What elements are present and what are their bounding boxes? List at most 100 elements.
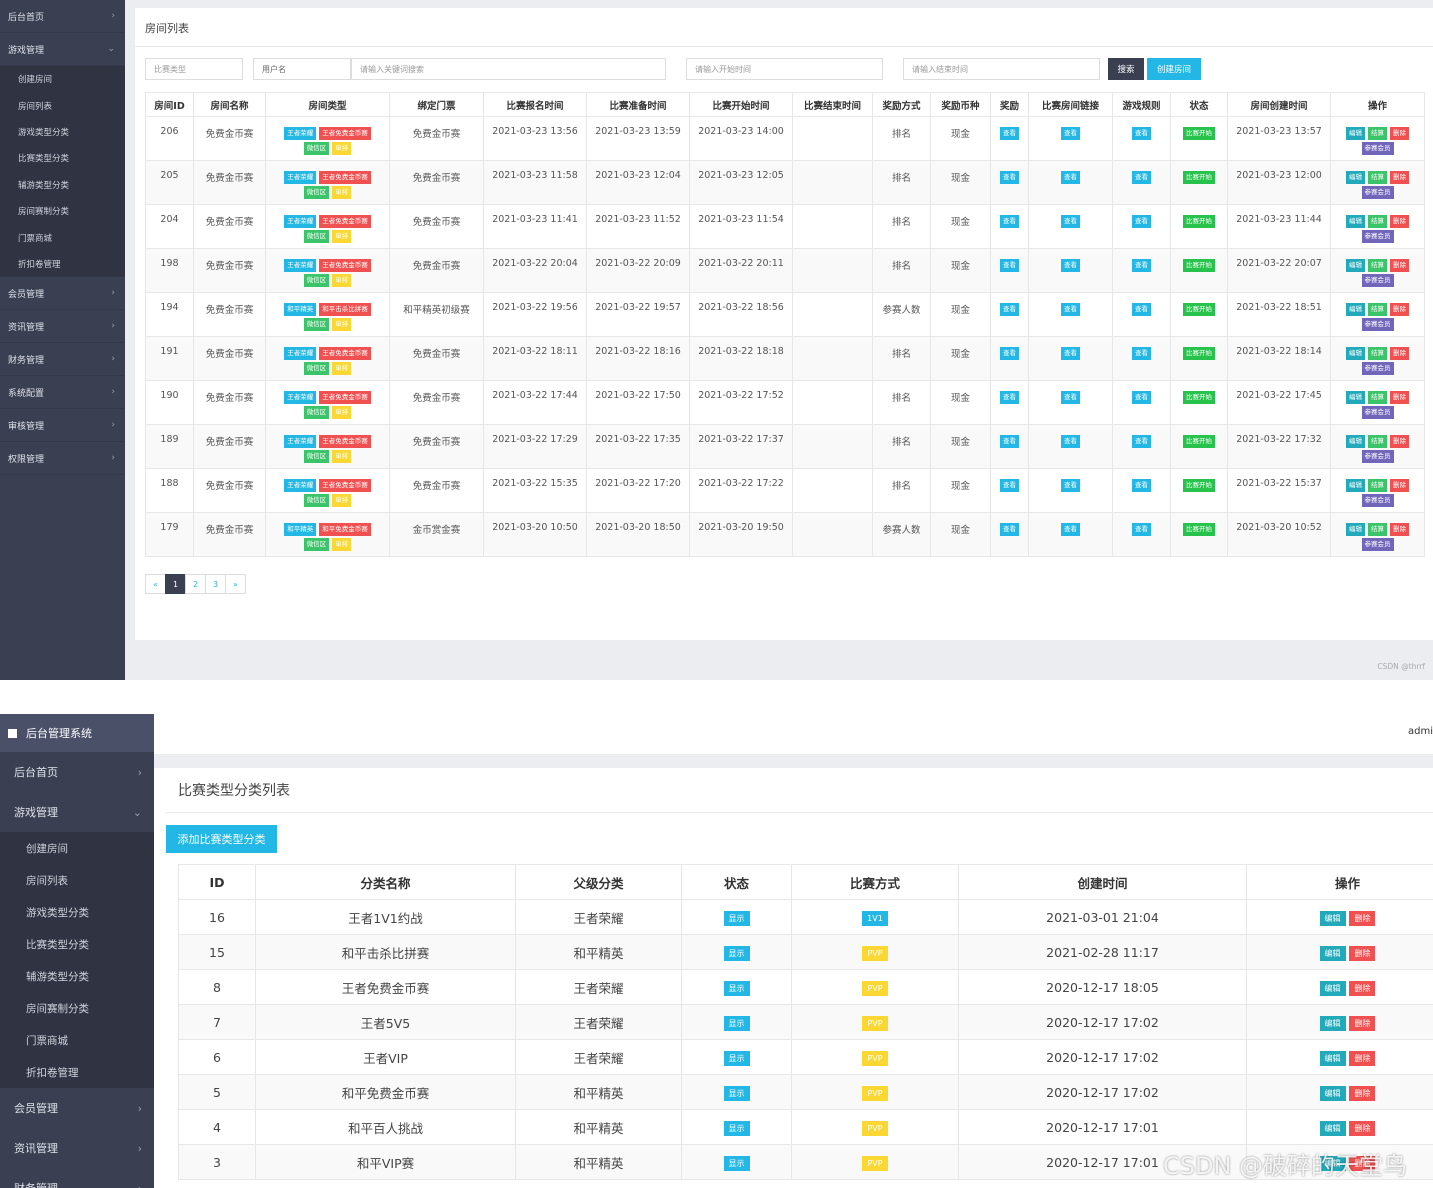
settle-button[interactable]: 结算	[1368, 479, 1387, 492]
delete-button[interactable]: 删除	[1390, 215, 1410, 228]
edit-button[interactable]: 编辑	[1319, 1050, 1346, 1066]
rules-view-button[interactable]: 查看	[1132, 215, 1151, 228]
edit-button[interactable]: 编辑	[1345, 215, 1365, 228]
sidebar-group[interactable]: 审核管理 ›	[0, 409, 125, 443]
room-link-view-button[interactable]: 查看	[1061, 215, 1080, 228]
sidebar-item[interactable]: 创建房间	[0, 832, 154, 864]
admin-user[interactable]: admi	[1408, 726, 1433, 737]
rules-view-button[interactable]: 查看	[1132, 347, 1151, 360]
room-link-view-button[interactable]: 查看	[1061, 435, 1080, 448]
sidebar-item[interactable]: 房间赛制分类	[0, 992, 154, 1024]
room-link-view-button[interactable]: 查看	[1061, 259, 1080, 272]
keyword-search-input[interactable]: 请输入关键词搜索	[351, 58, 666, 80]
edit-button[interactable]: 编辑	[1345, 479, 1365, 492]
edit-button[interactable]: 编辑	[1345, 259, 1365, 272]
rules-view-button[interactable]: 查看	[1132, 479, 1151, 492]
delete-button[interactable]: 删除	[1349, 980, 1376, 996]
page-link[interactable]: »	[225, 574, 246, 594]
search-button[interactable]: 搜索	[1108, 58, 1144, 80]
sidebar-item[interactable]: 比赛类型分类	[0, 145, 125, 172]
delete-button[interactable]: 删除	[1390, 479, 1410, 492]
members-button[interactable]: 参赛会员	[1361, 494, 1394, 507]
room-link-view-button[interactable]: 查看	[1061, 171, 1080, 184]
members-button[interactable]: 参赛会员	[1361, 362, 1394, 375]
match-type-select[interactable]: 比赛类型	[145, 58, 243, 80]
sidebar-group[interactable]: 会员管理 ›	[0, 277, 125, 311]
reward-view-button[interactable]: 查看	[1000, 435, 1019, 448]
page-link[interactable]: «	[145, 574, 166, 594]
reward-view-button[interactable]: 查看	[1000, 391, 1019, 404]
sidebar-group[interactable]: 后台首页 ›	[0, 0, 125, 33]
add-category-button[interactable]: 添加比赛类型分类	[166, 825, 277, 853]
members-button[interactable]: 参赛会员	[1361, 538, 1394, 551]
delete-button[interactable]: 删除	[1390, 347, 1410, 360]
members-button[interactable]: 参赛会员	[1361, 450, 1394, 463]
reward-view-button[interactable]: 查看	[1000, 479, 1019, 492]
create-room-button[interactable]: 创建房间	[1147, 58, 1201, 80]
sidebar-group[interactable]: 后台首页 ›	[0, 752, 154, 792]
edit-button[interactable]: 编辑	[1345, 127, 1365, 140]
delete-button[interactable]: 删除	[1349, 910, 1376, 926]
settle-button[interactable]: 结算	[1368, 347, 1387, 360]
edit-button[interactable]: 编辑	[1319, 910, 1346, 926]
settle-button[interactable]: 结算	[1368, 523, 1387, 536]
sidebar-item[interactable]: 折扣卷管理	[0, 1056, 154, 1088]
delete-button[interactable]: 删除	[1390, 127, 1410, 140]
rules-view-button[interactable]: 查看	[1132, 303, 1151, 316]
delete-button[interactable]: 删除	[1349, 1155, 1376, 1171]
room-link-view-button[interactable]: 查看	[1061, 127, 1080, 140]
room-link-view-button[interactable]: 查看	[1061, 391, 1080, 404]
rules-view-button[interactable]: 查看	[1132, 523, 1151, 536]
delete-button[interactable]: 删除	[1390, 523, 1410, 536]
settle-button[interactable]: 结算	[1368, 391, 1387, 404]
sidebar-group[interactable]: 游戏管理 ⌄	[0, 33, 125, 66]
delete-button[interactable]: 删除	[1390, 435, 1410, 448]
username-select[interactable]: 用户名	[253, 58, 351, 80]
edit-button[interactable]: 编辑	[1345, 391, 1365, 404]
reward-view-button[interactable]: 查看	[1000, 347, 1019, 360]
sidebar-group[interactable]: 资讯管理 ›	[0, 1128, 154, 1168]
settle-button[interactable]: 结算	[1368, 303, 1387, 316]
sidebar-item[interactable]: 辅游类型分类	[0, 960, 154, 992]
reward-view-button[interactable]: 查看	[1000, 523, 1019, 536]
reward-view-button[interactable]: 查看	[1000, 215, 1019, 228]
page-link[interactable]: 3	[205, 574, 226, 594]
edit-button[interactable]: 编辑	[1345, 303, 1365, 316]
start-time-input[interactable]: 请输入开始时间	[686, 58, 883, 80]
settle-button[interactable]: 结算	[1368, 127, 1387, 140]
rules-view-button[interactable]: 查看	[1132, 259, 1151, 272]
edit-button[interactable]: 编辑	[1345, 523, 1365, 536]
delete-button[interactable]: 删除	[1349, 1085, 1376, 1101]
sidebar-group[interactable]: 游戏管理 ⌄	[0, 792, 154, 832]
sidebar-group[interactable]: 会员管理 ›	[0, 1088, 154, 1128]
members-button[interactable]: 参赛会员	[1361, 406, 1394, 419]
sidebar-item[interactable]: 辅游类型分类	[0, 171, 125, 198]
sidebar-group[interactable]: 系统配置 ›	[0, 376, 125, 410]
edit-button[interactable]: 编辑	[1345, 347, 1365, 360]
sidebar-item[interactable]: 游戏类型分类	[0, 118, 125, 146]
members-button[interactable]: 参赛会员	[1361, 186, 1394, 199]
members-button[interactable]: 参赛会员	[1361, 274, 1394, 287]
sidebar-group[interactable]: 资讯管理 ›	[0, 310, 125, 344]
delete-button[interactable]: 删除	[1349, 945, 1376, 961]
sidebar-item[interactable]: 房间列表	[0, 864, 154, 896]
rules-view-button[interactable]: 查看	[1132, 391, 1151, 404]
delete-button[interactable]: 删除	[1349, 1120, 1376, 1136]
room-link-view-button[interactable]: 查看	[1061, 303, 1080, 316]
page-link[interactable]: 1	[165, 574, 186, 594]
sidebar-item[interactable]: 比赛类型分类	[0, 928, 154, 960]
sidebar-item[interactable]: 游戏类型分类	[0, 896, 154, 928]
members-button[interactable]: 参赛会员	[1361, 142, 1394, 155]
sidebar-item[interactable]: 房间赛制分类	[0, 197, 125, 225]
page-link[interactable]: 2	[185, 574, 206, 594]
members-button[interactable]: 参赛会员	[1361, 318, 1394, 331]
settle-button[interactable]: 结算	[1368, 171, 1387, 184]
edit-button[interactable]: 编辑	[1345, 435, 1365, 448]
delete-button[interactable]: 删除	[1390, 171, 1410, 184]
edit-button[interactable]: 编辑	[1319, 1085, 1346, 1101]
end-time-input[interactable]: 请输入结束时间	[903, 58, 1100, 80]
delete-button[interactable]: 删除	[1390, 303, 1410, 316]
sidebar-group[interactable]: 权限管理 ›	[0, 442, 125, 476]
members-button[interactable]: 参赛会员	[1361, 230, 1394, 243]
edit-button[interactable]: 编辑	[1319, 1120, 1346, 1136]
